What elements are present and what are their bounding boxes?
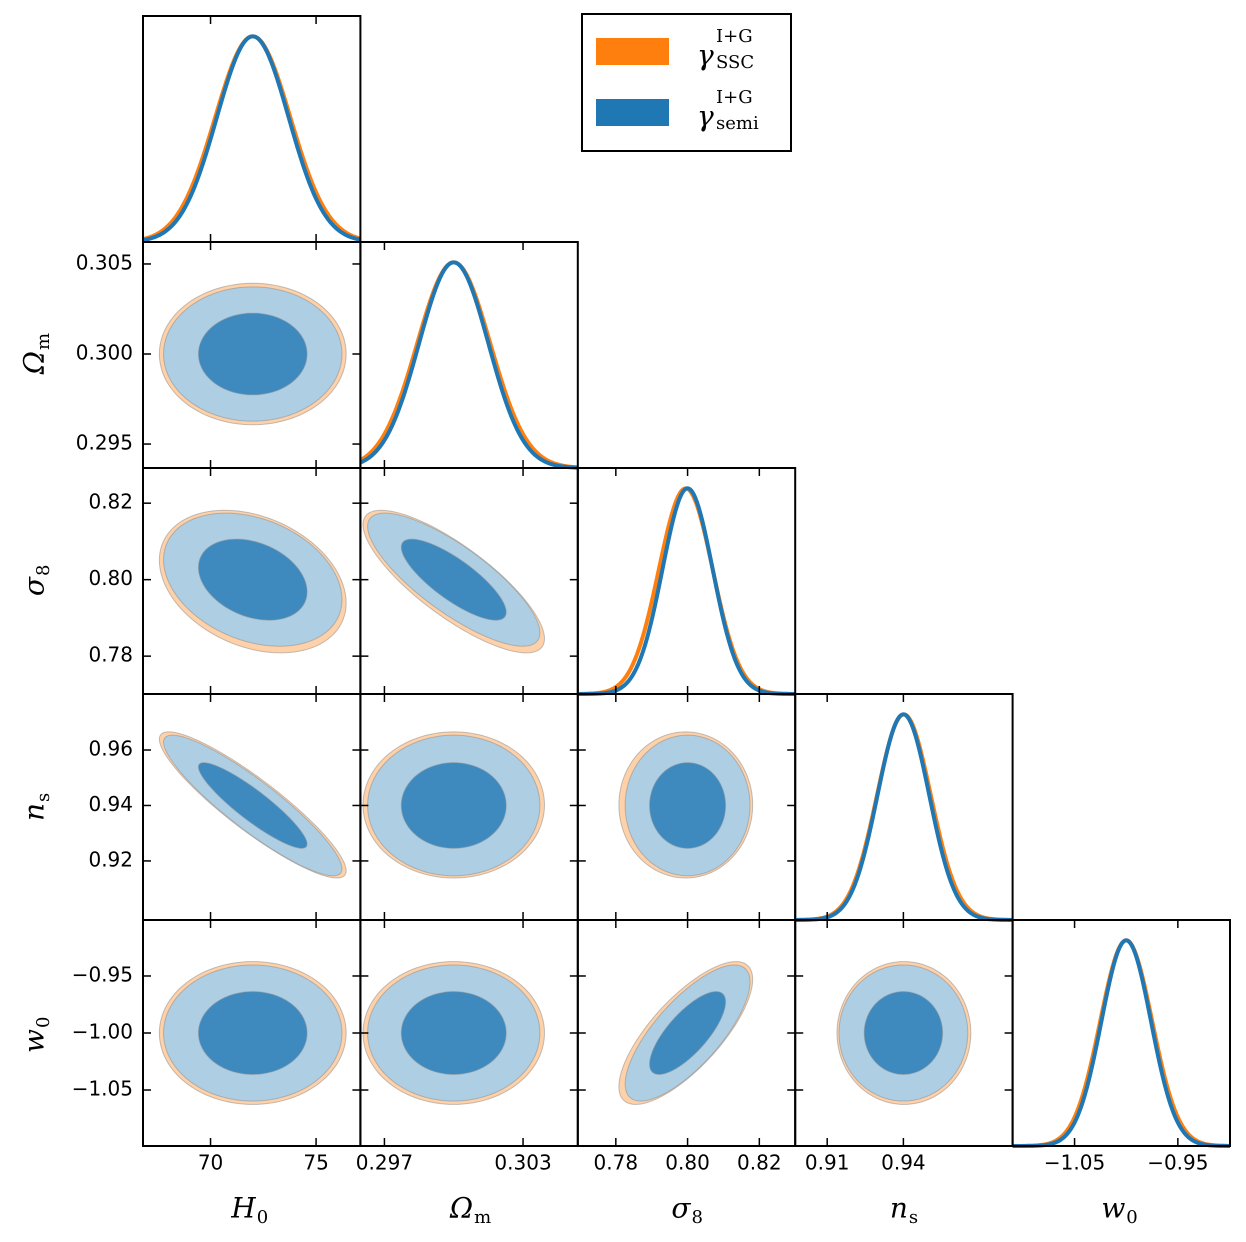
x-axis-label-sub: 8 bbox=[692, 1207, 703, 1228]
marginal-curve bbox=[795, 712, 1013, 922]
x-tick-label: 70 bbox=[198, 1151, 223, 1175]
legend-label: γ bbox=[697, 39, 714, 72]
contour-68 bbox=[197, 538, 308, 621]
y-axis-label: ns bbox=[18, 793, 55, 821]
y-axis-label-main: n bbox=[18, 803, 51, 821]
contour-68 bbox=[400, 538, 507, 621]
x-tick-label: 0.303 bbox=[494, 1151, 551, 1175]
x-tick-label: 0.94 bbox=[881, 1151, 926, 1175]
y-axis-label-main: w bbox=[18, 1029, 51, 1053]
marginal-curve bbox=[359, 260, 578, 470]
x-axis-label: Ω bbox=[449, 1192, 473, 1225]
y-axis-label: w0 bbox=[18, 1017, 55, 1053]
y-tick-label: −1.05 bbox=[72, 1077, 133, 1101]
legend-label: γ bbox=[697, 100, 714, 133]
legend-swatch bbox=[596, 38, 669, 65]
x-tick-label: −0.95 bbox=[1147, 1151, 1208, 1175]
x-axis-label-sub: 0 bbox=[1126, 1207, 1137, 1228]
y-tick-label: 0.82 bbox=[88, 490, 133, 514]
panel-frame bbox=[794, 693, 1014, 921]
x-axis-label: w bbox=[1101, 1192, 1125, 1225]
marginal-curve bbox=[1012, 938, 1231, 1148]
legend-swatch bbox=[596, 99, 669, 126]
y-tick-label: −1.00 bbox=[72, 1020, 133, 1044]
contour-68 bbox=[197, 762, 308, 849]
panel-frame bbox=[1011, 919, 1231, 1147]
marginal-curve bbox=[577, 486, 796, 696]
x-tick-label: 0.82 bbox=[737, 1151, 782, 1175]
marginal-curve bbox=[142, 34, 361, 243]
x-tick-label: 0.297 bbox=[356, 1151, 413, 1175]
y-tick-label: 0.96 bbox=[88, 737, 133, 761]
y-tick-label: 0.300 bbox=[76, 341, 133, 365]
x-axis-label-sub: s bbox=[909, 1207, 918, 1228]
contour-68 bbox=[197, 991, 308, 1075]
legend-label-sub: SSC bbox=[716, 52, 754, 73]
panel-frame bbox=[576, 467, 797, 695]
x-axis-label: σ bbox=[671, 1192, 691, 1225]
legend-label-sup: I+G bbox=[716, 26, 753, 47]
y-tick-label: 0.305 bbox=[76, 250, 133, 274]
y-axis-label-sub: s bbox=[33, 793, 54, 802]
x-tick-label: 0.91 bbox=[805, 1151, 850, 1175]
marginal-curve bbox=[142, 34, 361, 242]
x-tick-label: 75 bbox=[303, 1151, 328, 1175]
x-tick-label: 0.80 bbox=[665, 1151, 710, 1175]
contour-68 bbox=[863, 991, 944, 1075]
contour-68 bbox=[400, 991, 507, 1075]
y-tick-label: −0.95 bbox=[72, 962, 133, 986]
legend-box bbox=[581, 13, 792, 152]
y-tick-label: 0.295 bbox=[76, 431, 133, 455]
legend-label-sup: I+G bbox=[716, 87, 753, 108]
y-axis-label-sub: 8 bbox=[33, 565, 54, 576]
marginal-curve bbox=[795, 712, 1013, 922]
panel-frame bbox=[142, 15, 362, 243]
y-tick-label: 0.94 bbox=[88, 792, 133, 816]
contour-68 bbox=[400, 762, 507, 849]
x-tick-label: 0.78 bbox=[594, 1151, 639, 1175]
marginal-curve bbox=[359, 260, 578, 470]
x-axis-label-sub: 0 bbox=[257, 1207, 268, 1228]
y-tick-label: 0.78 bbox=[88, 643, 133, 667]
x-tick-label: −1.05 bbox=[1044, 1151, 1105, 1175]
marginal-curve bbox=[577, 486, 796, 696]
y-axis-label: Ωm bbox=[18, 333, 55, 375]
y-axis-label-main: Ω bbox=[18, 351, 51, 375]
contour-68 bbox=[197, 312, 308, 396]
x-axis-label: n bbox=[890, 1192, 908, 1225]
y-axis-label-main: σ bbox=[18, 576, 51, 596]
x-axis-label: H bbox=[230, 1192, 256, 1225]
y-tick-label: 0.92 bbox=[88, 847, 133, 871]
marginal-curve bbox=[1012, 938, 1231, 1148]
contour-68 bbox=[649, 991, 727, 1075]
x-axis-label-sub: m bbox=[474, 1207, 491, 1228]
y-tick-label: 0.80 bbox=[88, 566, 133, 590]
contour-68 bbox=[649, 762, 727, 849]
y-axis-label-sub: 0 bbox=[33, 1017, 54, 1028]
legend-label-sub: semi bbox=[716, 113, 759, 134]
y-axis-label: σ8 bbox=[18, 565, 55, 597]
y-axis-label-sub: m bbox=[33, 333, 54, 350]
